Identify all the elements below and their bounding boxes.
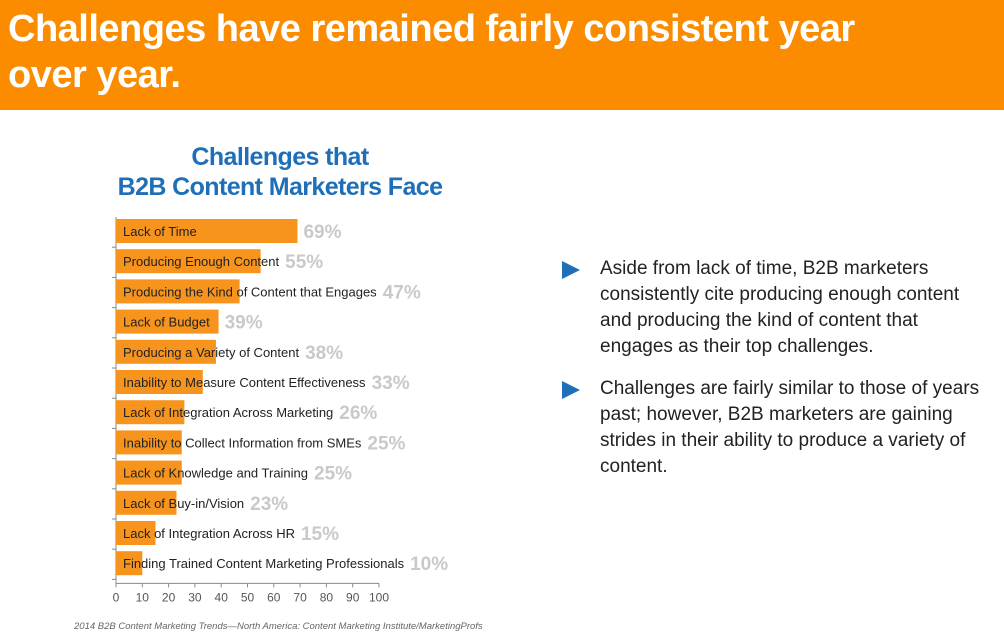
bar-label: Producing a Variety of Content	[123, 345, 299, 360]
triangle-right-icon	[562, 261, 580, 279]
bar-label: Lack of Integration Across HR	[123, 526, 295, 541]
x-tick-label: 80	[320, 590, 334, 604]
value-label: 15%	[301, 524, 339, 545]
bar	[116, 279, 240, 304]
x-tick-label: 30	[188, 590, 202, 604]
bar-label: Inability to Measure Content Effectivene…	[123, 375, 366, 390]
chart-title-line-1: Challenges that	[191, 143, 369, 171]
value-label: 47%	[383, 282, 421, 303]
value-label: 23%	[250, 494, 288, 515]
bar	[116, 430, 182, 455]
x-tick-label: 100	[369, 590, 389, 604]
x-tick-label: 20	[162, 590, 176, 604]
page-title: Challenges have remained fairly consiste…	[8, 8, 855, 96]
bar-label: Lack of Integration Across Marketing	[123, 405, 333, 420]
x-tick-label: 0	[113, 590, 120, 604]
bar	[116, 460, 182, 485]
bar	[116, 521, 156, 545]
bar	[116, 309, 219, 334]
bar-label: Producing the Kind of Content that Engag…	[123, 284, 377, 299]
bullet-item: Challenges are fairly similar to those o…	[560, 376, 980, 480]
bar	[116, 400, 185, 425]
bar-label: Finding Trained Content Marketing Profes…	[123, 556, 405, 571]
value-label: 69%	[303, 222, 341, 243]
chart-title-line-2: B2B Content Marketers Face	[117, 173, 443, 201]
bar	[116, 370, 203, 394]
x-tick-label: 40	[215, 590, 229, 604]
bullet-text: Challenges are fairly similar to those o…	[600, 378, 980, 477]
value-label: 39%	[225, 313, 263, 334]
chart-title: Challenges that B2B Content Marketers Fa…	[90, 142, 470, 202]
bar	[116, 249, 261, 274]
bullet-text: Aside from lack of time, B2B marketers c…	[600, 258, 960, 357]
bar	[116, 219, 298, 243]
bar-label: Lack of Time	[123, 224, 197, 239]
value-label: 38%	[305, 343, 343, 364]
bar	[116, 490, 177, 515]
x-tick-label: 10	[136, 590, 150, 604]
header-banner: Challenges have remained fairly consiste…	[0, 0, 1004, 110]
bar	[116, 551, 143, 576]
triangle-right-icon	[562, 381, 580, 399]
x-tick-label: 90	[346, 590, 360, 604]
value-label: 10%	[410, 554, 448, 575]
bar	[116, 339, 216, 364]
x-tick-label: 60	[267, 590, 281, 604]
bar-label: Lack of Buy-in/Vision	[123, 496, 244, 511]
bar-label: Inability to Collect Information from SM…	[123, 435, 362, 450]
source-citation: 2014 B2B Content Marketing Trends—North …	[74, 621, 483, 632]
bar-label: Lack of Budget	[123, 315, 210, 330]
bullet-item: Aside from lack of time, B2B marketers c…	[560, 256, 980, 360]
value-label: 25%	[314, 464, 352, 485]
x-tick-label: 70	[293, 590, 307, 604]
value-label: 25%	[367, 433, 405, 454]
x-tick-label: 50	[241, 590, 255, 604]
bullet-list: Aside from lack of time, B2B marketers c…	[560, 256, 980, 496]
bar-label: Producing Enough Content	[123, 254, 280, 269]
value-label: 33%	[372, 373, 410, 394]
value-label: 26%	[339, 403, 377, 424]
bar-label: Lack of Knowledge and Training	[123, 466, 308, 481]
value-label: 55%	[285, 252, 323, 273]
